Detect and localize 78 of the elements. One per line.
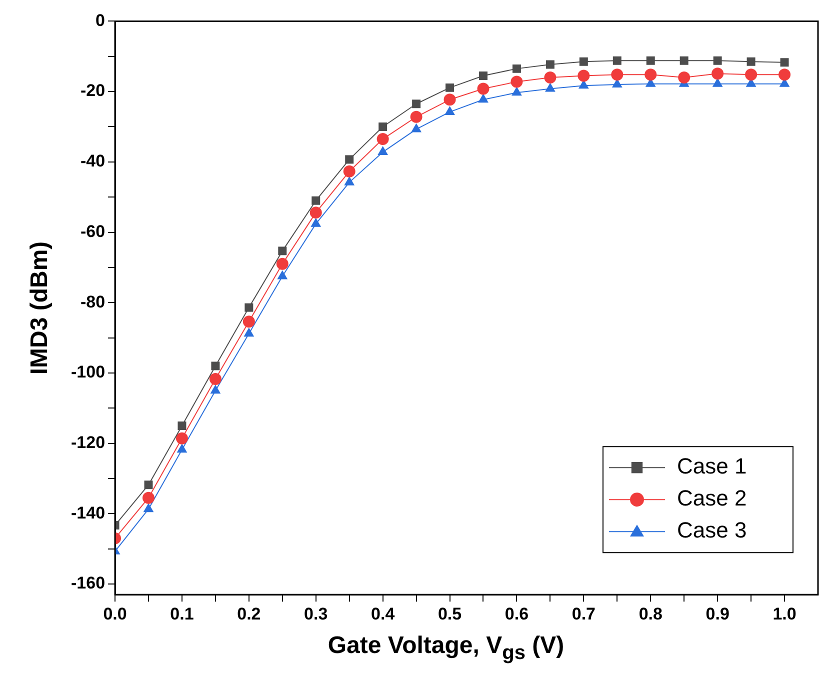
point (142, 492, 154, 504)
point (276, 258, 288, 270)
point (178, 422, 186, 430)
point (780, 58, 789, 67)
point (244, 328, 254, 337)
point (778, 68, 791, 81)
point (611, 68, 624, 81)
y-tick-label: -80 (80, 292, 106, 312)
legend-label: Case 2 (677, 486, 747, 511)
point (512, 86, 522, 96)
point (446, 83, 454, 92)
y-tick-label: -140 (70, 503, 106, 522)
point (211, 362, 220, 370)
point (444, 94, 456, 106)
point (144, 480, 153, 490)
point (277, 270, 288, 280)
x-tick-label: 0.6 (504, 604, 529, 624)
point (242, 316, 255, 328)
point (376, 133, 389, 146)
y-tick-label: -20 (80, 81, 106, 100)
y-tick-label: 0 (96, 10, 106, 30)
point (378, 146, 388, 156)
point (210, 384, 221, 394)
point (176, 432, 188, 444)
point (713, 56, 722, 65)
point (410, 110, 422, 123)
point (512, 64, 521, 73)
point (680, 56, 688, 65)
point (746, 57, 756, 66)
point (310, 218, 322, 227)
x-tick-label: 0.0 (103, 604, 127, 624)
point (343, 165, 356, 178)
y-tick-label: -40 (80, 152, 106, 171)
point (546, 60, 554, 69)
y-tick-label: -100 (70, 362, 106, 382)
point (312, 196, 320, 205)
legend-label: Case 3 (677, 518, 747, 543)
point (310, 206, 322, 219)
point (479, 71, 488, 80)
point (646, 56, 655, 65)
y-tick-label: -160 (70, 574, 106, 593)
x-tick-label: 0.4 (371, 604, 396, 624)
point (544, 71, 556, 84)
point (176, 444, 188, 453)
point (477, 82, 490, 95)
point (344, 176, 355, 186)
point (444, 106, 455, 115)
point (678, 71, 690, 84)
point (578, 70, 590, 82)
point (579, 57, 588, 66)
point (209, 372, 222, 385)
y-tick-label: -120 (70, 433, 106, 452)
y-axis-title: IMD3 (dBm) (26, 241, 54, 375)
x-tick-label: 0.7 (572, 604, 596, 624)
point (612, 56, 622, 65)
x-axis-title: Gate Voltage, V$_{gs}$ (V) (326, 631, 566, 666)
point (345, 155, 354, 164)
point (143, 503, 154, 512)
x-tick-label: 1.0 (772, 604, 796, 624)
point (545, 82, 556, 92)
x-tick-label: 0.3 (304, 604, 328, 624)
point (378, 122, 388, 131)
point (510, 76, 523, 88)
x-tick-label: 0.9 (706, 604, 730, 624)
x-tick-label: 0.5 (438, 604, 462, 624)
point (478, 94, 488, 103)
x-tick-label: 0.1 (170, 604, 194, 624)
point (244, 303, 254, 312)
point (411, 123, 422, 132)
point (712, 68, 724, 80)
point (644, 68, 657, 81)
point (278, 246, 287, 256)
y-tick-label: -60 (80, 222, 106, 241)
legend-label: Case 1 (677, 454, 747, 479)
x-tick-label: 0.2 (237, 604, 261, 624)
point (412, 100, 421, 108)
point (745, 68, 758, 81)
x-tick-label: 0.8 (638, 604, 662, 624)
